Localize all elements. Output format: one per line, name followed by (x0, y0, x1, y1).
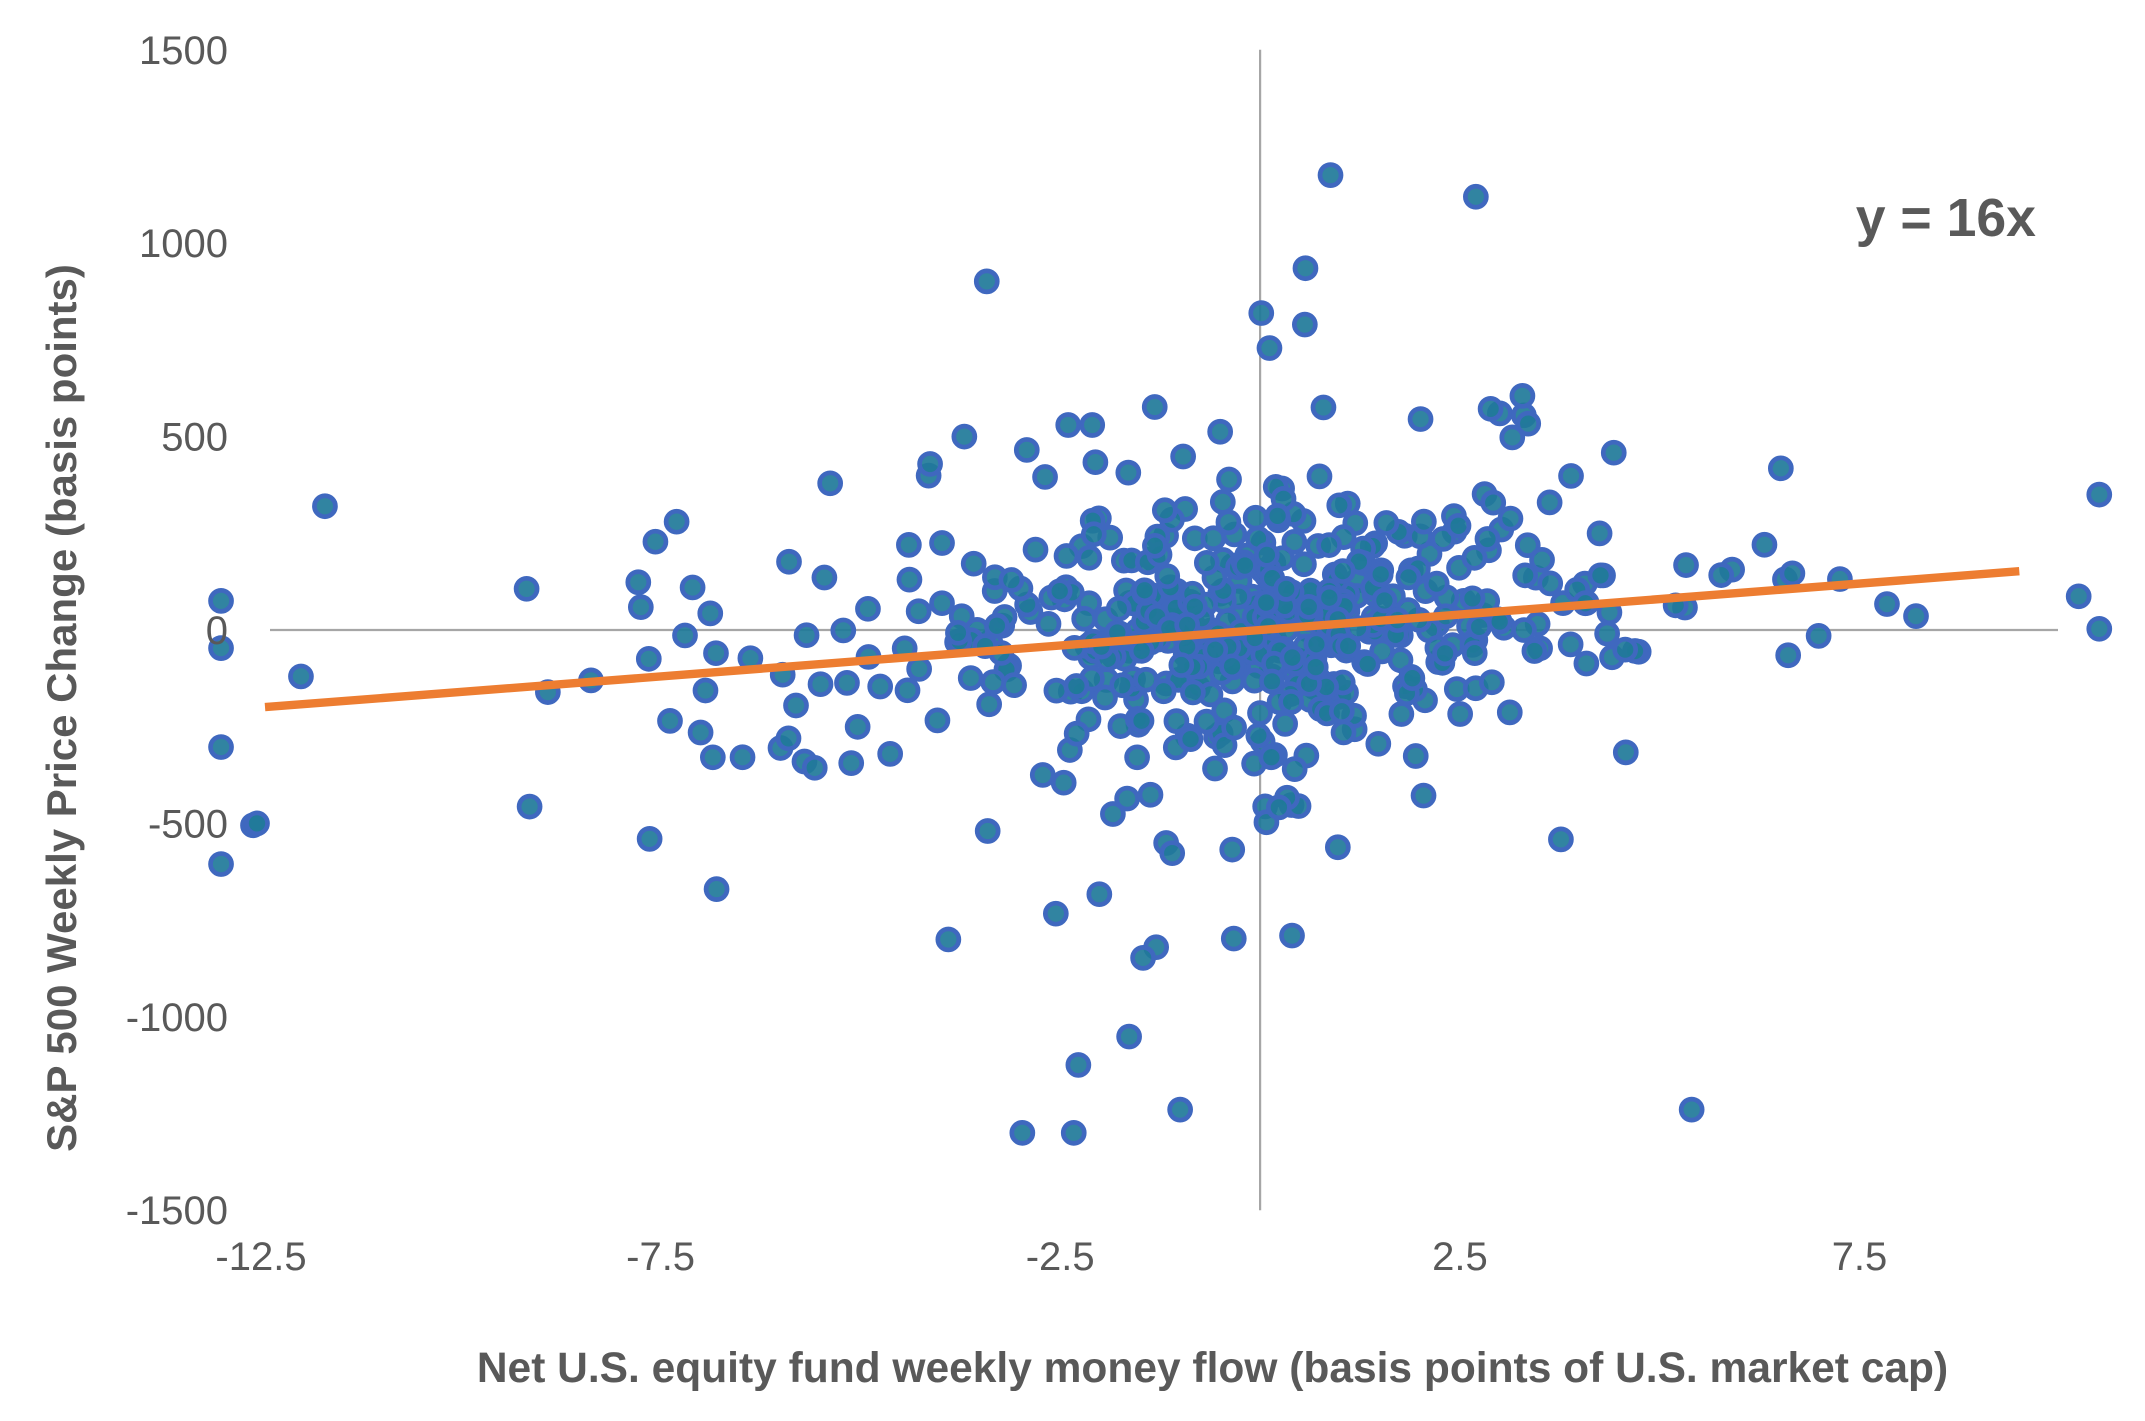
svg-text:0: 0 (206, 609, 228, 653)
svg-text:-500: -500 (148, 802, 228, 846)
svg-text:-1000: -1000 (126, 996, 228, 1040)
svg-text:-7.5: -7.5 (626, 1235, 695, 1279)
svg-text:-2.5: -2.5 (1026, 1235, 1095, 1279)
svg-text:500: 500 (161, 416, 228, 460)
svg-text:1000: 1000 (139, 222, 228, 266)
svg-text:-12.5: -12.5 (215, 1235, 306, 1279)
svg-text:2.5: 2.5 (1432, 1235, 1488, 1279)
svg-text:7.5: 7.5 (1832, 1235, 1888, 1279)
svg-text:y = 16x: y = 16x (1856, 188, 2036, 248)
svg-text:1500: 1500 (139, 29, 228, 73)
svg-text:-1500: -1500 (126, 1189, 228, 1233)
